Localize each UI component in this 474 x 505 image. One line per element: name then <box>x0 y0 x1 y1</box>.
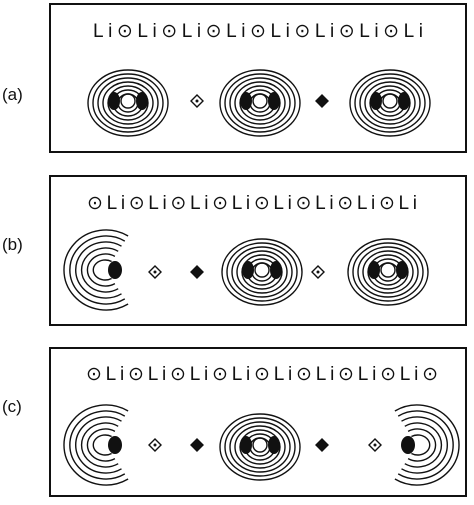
contour <box>236 250 288 294</box>
contour <box>349 69 431 137</box>
contour <box>219 69 301 137</box>
contour <box>92 73 164 133</box>
diamond-dot <box>153 270 157 274</box>
contour <box>63 229 129 311</box>
core-ring <box>254 262 270 278</box>
core-ring <box>252 437 268 453</box>
core <box>370 92 382 110</box>
core-ring <box>120 93 136 109</box>
contour <box>401 416 449 474</box>
contour <box>219 413 301 481</box>
core <box>268 92 280 110</box>
contour <box>347 238 429 306</box>
chain-label: ⊙Li⊙Li⊙Li⊙Li⊙Li⊙Li⊙Li⊙Li <box>87 193 417 214</box>
contour <box>226 242 298 302</box>
diamond <box>315 438 329 452</box>
contour <box>229 421 291 473</box>
diamond <box>190 438 204 452</box>
core <box>136 92 148 110</box>
contour <box>87 69 169 137</box>
core-ring <box>382 93 398 109</box>
contour <box>404 422 443 468</box>
core <box>108 261 122 279</box>
contour <box>74 241 122 299</box>
contour <box>69 235 126 305</box>
contour <box>239 429 281 465</box>
contour <box>224 417 296 477</box>
contour <box>407 428 437 462</box>
contour <box>364 81 416 125</box>
core <box>108 436 122 454</box>
diamond <box>315 94 329 108</box>
contour <box>239 85 281 121</box>
core <box>270 261 282 279</box>
core <box>240 92 252 110</box>
contour <box>102 81 154 125</box>
core <box>240 436 252 454</box>
contour <box>80 247 119 293</box>
contour <box>97 77 159 129</box>
contour <box>86 253 116 287</box>
contour <box>397 410 454 480</box>
contour <box>357 246 419 298</box>
core <box>242 261 254 279</box>
panel-frame <box>49 347 467 497</box>
contour <box>362 250 414 294</box>
diamond-dot <box>153 443 157 447</box>
contour <box>69 410 126 480</box>
contour <box>80 422 119 468</box>
diamond-dot <box>316 270 320 274</box>
core <box>398 92 410 110</box>
panel-frame <box>49 3 467 153</box>
core <box>368 261 380 279</box>
contour <box>369 85 411 121</box>
contour <box>221 238 303 306</box>
panel-label: (b) <box>2 235 23 254</box>
chain-label: Li⊙Li⊙Li⊙Li⊙Li⊙Li⊙Li⊙Li <box>93 21 423 42</box>
contour <box>229 77 291 129</box>
panel-label: (c) <box>2 397 22 416</box>
contour <box>224 73 296 133</box>
contour <box>92 434 112 456</box>
contour <box>359 77 421 129</box>
core <box>108 92 120 110</box>
panel-frame <box>49 175 467 326</box>
contour <box>86 428 116 462</box>
contour <box>234 81 286 125</box>
contour <box>107 85 149 121</box>
contour <box>74 416 122 474</box>
contour <box>231 246 293 298</box>
core-ring <box>380 262 396 278</box>
contour <box>354 73 426 133</box>
core-ring <box>252 93 268 109</box>
contour <box>394 404 460 486</box>
contour <box>234 425 286 469</box>
core <box>401 436 415 454</box>
diamond-dot <box>373 443 377 447</box>
core <box>268 436 280 454</box>
diamond <box>190 265 204 279</box>
contour <box>411 434 431 456</box>
contour <box>241 254 283 290</box>
contour <box>63 404 129 486</box>
contour <box>352 242 424 302</box>
panel-label: (a) <box>2 85 23 104</box>
chain-label: ⊙Li⊙Li⊙Li⊙Li⊙Li⊙Li⊙Li⊙Li⊙ <box>86 364 438 385</box>
contour <box>92 259 112 281</box>
diamond-dot <box>195 99 199 103</box>
core <box>396 261 408 279</box>
contour <box>367 254 409 290</box>
